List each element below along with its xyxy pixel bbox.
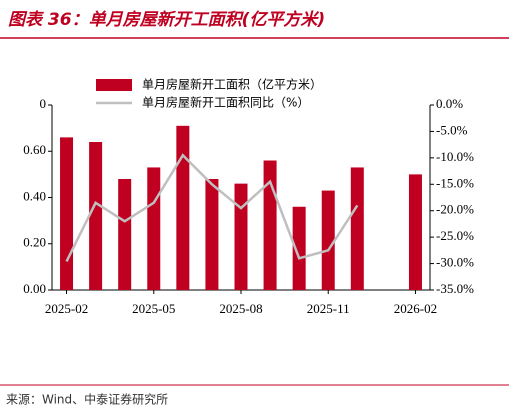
- y2-tick-label: -35.0%: [436, 281, 474, 296]
- x-tick-label: 2025-02: [45, 301, 88, 316]
- chart-title: 图表 36：单月房屋新开工面积(亿平方米): [8, 10, 325, 30]
- y2-tick-label: -20.0%: [436, 202, 474, 217]
- y2-tick-label: -10.0%: [436, 149, 474, 164]
- x-tick-label: 2025-05: [132, 301, 175, 316]
- y-tick-label: 0.60: [23, 142, 46, 157]
- x-tick-label: 2025-11: [307, 301, 350, 316]
- bar: [147, 167, 161, 290]
- bar: [321, 190, 335, 290]
- bar: [350, 167, 364, 290]
- y-tick-label: 0: [40, 96, 47, 111]
- line: [65, 153, 359, 263]
- x-tick-label: 2025-08: [219, 301, 262, 316]
- x-tick-label: 2026-02: [394, 301, 437, 316]
- bar: [60, 137, 74, 290]
- legend-swatch: [96, 79, 132, 91]
- bar: [408, 174, 422, 290]
- bar: [89, 142, 103, 290]
- bar: [118, 179, 132, 290]
- legend-label: 单月房屋新开工面积同比（%）: [142, 95, 309, 110]
- bar: [205, 179, 219, 290]
- y-tick-label: 0.20: [23, 235, 46, 250]
- bar: [292, 206, 306, 290]
- y2-tick-label: -30.0%: [436, 255, 474, 270]
- y2-tick-label: -25.0%: [436, 228, 474, 243]
- source: 来源：Wind、中泰证券研究所: [6, 392, 168, 407]
- y-tick-label: 0.40: [23, 188, 46, 203]
- y-tick-label: 0.00: [23, 281, 46, 296]
- legend-label: 单月房屋新开工面积（亿平方米）: [142, 77, 322, 92]
- y2-tick-label: 0.0%: [436, 96, 463, 111]
- y2-tick-label: -15.0%: [436, 175, 474, 190]
- bar: [263, 160, 277, 290]
- bar: [234, 183, 248, 290]
- y2-tick-label: -5.0%: [436, 122, 468, 137]
- bar: [176, 125, 190, 290]
